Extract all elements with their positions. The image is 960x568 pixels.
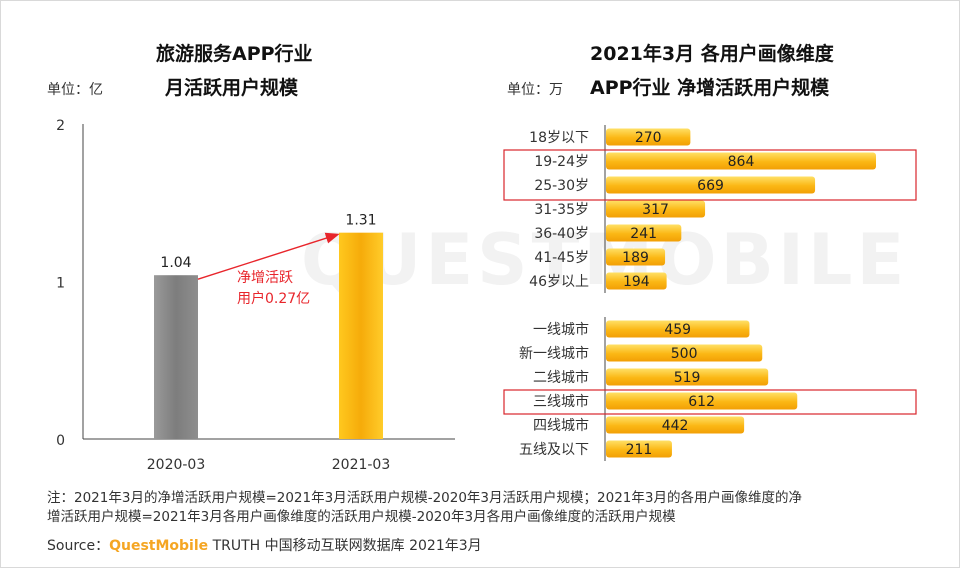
right-category-label: 二线城市: [533, 369, 589, 386]
left-x-tick-label: 2021-03: [332, 457, 391, 473]
watermark: QUESTMOBILE: [301, 219, 908, 301]
right-bar-value-label: 241: [630, 226, 657, 242]
right-bar-value-label: 669: [697, 178, 724, 194]
footnote-line2: 增活跃用户规模=2021年3月各用户画像维度的活跃用户规模-2020年3月各用户…: [47, 509, 676, 525]
right-bar-value-label: 519: [674, 370, 701, 386]
right-bar: [606, 440, 672, 458]
right-category-label: 36-40岁: [534, 226, 589, 242]
source-label: Source：: [47, 538, 110, 554]
right-bar-value-label: 442: [662, 418, 689, 434]
right-chart-unit: 单位：万: [507, 82, 563, 98]
right-category-label: 五线及以下: [519, 442, 589, 458]
left-bar-value-label: 1.31: [345, 213, 376, 229]
right-bar: [606, 128, 691, 146]
right-bar-value-label: 194: [623, 274, 650, 290]
right-bar: [606, 224, 682, 242]
right-bar: [606, 344, 763, 362]
right-category-label: 41-45岁: [534, 250, 589, 266]
right-bar: [606, 320, 750, 338]
right-bar: [606, 272, 667, 290]
highlight-box-tier3-city: [503, 389, 917, 415]
right-category-label: 19-24岁: [534, 154, 589, 170]
source-rest: TRUTH 中国移动互联网数据库 2021年3月: [208, 538, 482, 554]
right-category-label: 46岁以上: [529, 274, 589, 290]
right-category-label: 三线城市: [533, 393, 589, 410]
right-category-label: 18岁以下: [529, 130, 589, 146]
right-bar: [606, 368, 769, 386]
right-bar-value-label: 211: [626, 442, 653, 458]
left-bar-value-label: 1.04: [160, 255, 191, 271]
right-chart-title-line1: 2021年3月 各用户画像维度: [590, 43, 834, 65]
right-bar-value-label: 317: [642, 202, 669, 218]
left-bar: [339, 232, 383, 439]
right-chart-title-line2: APP行业 净增活跃用户规模: [590, 77, 830, 99]
source-line: Source：QuestMobile TRUTH 中国移动互联网数据库 2021…: [47, 535, 482, 555]
left-y-tick-label: 1: [56, 276, 65, 292]
right-bar: [606, 200, 706, 218]
right-bar: [606, 152, 876, 170]
right-bar: [606, 176, 816, 194]
growth-arrow: [197, 232, 340, 280]
right-bar: [606, 248, 666, 266]
right-category-label: 31-35岁: [534, 202, 589, 218]
highlight-box-young-adults: [503, 149, 917, 201]
left-bar: [154, 275, 198, 439]
right-bar-value-label: 189: [622, 250, 649, 266]
right-category-label: 四线城市: [533, 417, 589, 434]
growth-annotation-line1: 净增活跃: [237, 270, 293, 286]
right-category-label: 25-30岁: [534, 178, 589, 194]
source-brand: QuestMobile: [109, 538, 209, 554]
growth-annotation-line2: 用户0.27亿: [237, 290, 310, 307]
right-bar-value-label: 864: [728, 154, 755, 170]
footnote-line1: 注：2021年3月的净增活跃用户规模=2021年3月活跃用户规模-2020年3月…: [47, 490, 802, 506]
left-x-tick-label: 2020-03: [147, 457, 206, 473]
right-bar-value-label: 612: [688, 394, 715, 410]
right-category-label: 新一线城市: [519, 345, 589, 362]
left-y-tick-label: 0: [56, 433, 65, 449]
right-bar: [606, 416, 745, 434]
right-bar-value-label: 459: [664, 322, 691, 338]
right-bar-value-label: 500: [671, 346, 698, 362]
right-bar-value-label: 270: [635, 130, 662, 146]
left-chart-title-line2: 月活跃用户规模: [165, 77, 299, 99]
left-y-tick-label: 2: [56, 118, 65, 134]
left-chart-title-line1: 旅游服务APP行业: [156, 43, 313, 65]
right-category-label: 一线城市: [533, 321, 589, 338]
left-chart-unit: 单位：亿: [47, 82, 103, 98]
right-bar: [606, 392, 798, 410]
